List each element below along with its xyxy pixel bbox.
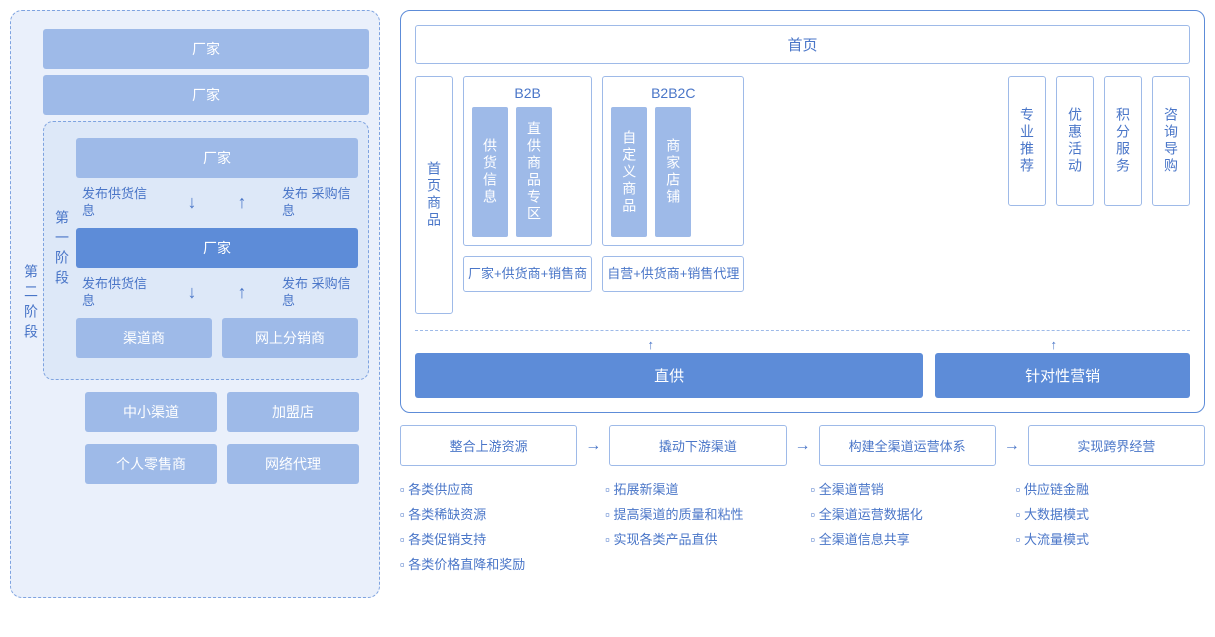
dashed-divider (415, 330, 1190, 331)
steps-section: 整合上游资源 → 撬动下游渠道 → 构建全渠道运营体系 → 实现跨界经营 各类供… (400, 425, 1205, 576)
step-box: 撬动下游渠道 (609, 425, 786, 466)
flow-row: 发布供货信息 ↓ ↑ 发布 采购信息 (76, 274, 358, 312)
home-box: 首页 (415, 25, 1190, 64)
arrow-down-icon: ↓ (182, 282, 202, 303)
list-item: 大流量模式 (1016, 526, 1205, 551)
list-item: 大数据模式 (1016, 501, 1205, 526)
b2b2c-sublabel: 自营+供货商+销售代理 (602, 256, 744, 292)
arrow-up-icon: ↑ (1051, 337, 1058, 352)
list-item: 各类稀缺资源 (400, 501, 589, 526)
factory-box: 厂家 (76, 138, 358, 178)
lists-row: 各类供应商 各类稀缺资源 各类促销支持 各类价格直降和奖励 拓展新渠道 提高渠道… (400, 476, 1205, 576)
arrow-up-icon: ↑ (648, 337, 655, 352)
phase1-label: 第一阶段 (52, 210, 72, 290)
factory-box-dark: 厂家 (76, 228, 358, 268)
b2b-sublabel: 厂家+供货商+销售商 (463, 256, 592, 292)
list-item: 全渠道营销 (811, 476, 1000, 501)
channel-box: 个人零售商 (85, 444, 217, 484)
left-panel: 第二阶段 厂家 厂家 第一阶段 厂家 发布供货信息 ↓ ↑ 发布 采购信息 厂家… (10, 10, 380, 598)
flow-label: 发布供货信息 (82, 276, 152, 310)
channel-box: 中小渠道 (85, 392, 217, 432)
step-box: 构建全渠道运营体系 (819, 425, 996, 466)
nav-tab: 专业推荐 (1008, 76, 1046, 206)
channel-box: 渠道商 (76, 318, 212, 358)
up-arrows: ↑ ↑ (415, 337, 1190, 351)
list-item: 全渠道信息共享 (811, 526, 1000, 551)
phase2-label: 第二阶段 (21, 264, 41, 344)
arrow-right-icon: → (1002, 437, 1022, 455)
flow-label: 发布 采购信息 (282, 276, 352, 310)
nav-tab: 积分服务 (1104, 76, 1142, 206)
b2b2c-col: 自定义商品 (611, 107, 647, 237)
b2b-group: B2B 供货信息 直供商品专区 (463, 76, 592, 246)
step-list: 供应链金融 大数据模式 大流量模式 (1016, 476, 1205, 576)
b2b-col: 供货信息 (472, 107, 508, 237)
channel-box: 网上分销商 (222, 318, 358, 358)
factory-box: 厂家 (43, 29, 369, 69)
factory-box: 厂家 (43, 75, 369, 115)
step-box: 实现跨界经营 (1028, 425, 1205, 466)
sitemap-panel: 首页 首页商品 B2B 供货信息 直供商品专区 厂家+供货商+销售商 (400, 10, 1205, 413)
nav-tab: 咨询导购 (1152, 76, 1190, 206)
flow-row: 发布供货信息 ↓ ↑ 发布 采购信息 (76, 184, 358, 222)
b2b2c-group: B2B2C 自定义商品 商家店铺 (602, 76, 744, 246)
right-panel: 首页 首页商品 B2B 供货信息 直供商品专区 厂家+供货商+销售商 (400, 10, 1205, 598)
phase1-container: 第一阶段 厂家 发布供货信息 ↓ ↑ 发布 采购信息 厂家 发布供货信息 ↓ ↑… (43, 121, 369, 380)
channel-box: 加盟店 (227, 392, 359, 432)
targeted-marketing-box: 针对性营销 (935, 353, 1190, 398)
channel-row: 渠道商 网上分销商 (76, 312, 358, 364)
list-item: 拓展新渠道 (605, 476, 794, 501)
arrow-down-icon: ↓ (182, 192, 202, 213)
arrow-right-icon: → (793, 437, 813, 455)
phase2-container: 第二阶段 厂家 厂家 第一阶段 厂家 发布供货信息 ↓ ↑ 发布 采购信息 厂家… (10, 10, 380, 598)
list-item: 各类价格直降和奖励 (400, 551, 589, 576)
nav-section: 首页商品 B2B 供货信息 直供商品专区 厂家+供货商+销售商 B2B2C (415, 76, 1190, 314)
arrow-right-icon: → (583, 437, 603, 455)
nav-tab: 优惠活动 (1056, 76, 1094, 206)
list-item: 全渠道运营数据化 (811, 501, 1000, 526)
arrow-up-icon: ↑ (232, 192, 252, 213)
direct-supply-box: 直供 (415, 353, 923, 398)
list-item: 供应链金融 (1016, 476, 1205, 501)
step-box: 整合上游资源 (400, 425, 577, 466)
list-item: 实现各类产品直供 (605, 526, 794, 551)
list-item: 提高渠道的质量和粘性 (605, 501, 794, 526)
diagram-root: 第二阶段 厂家 厂家 第一阶段 厂家 发布供货信息 ↓ ↑ 发布 采购信息 厂家… (10, 10, 1205, 598)
arrow-up-icon: ↑ (232, 282, 252, 303)
b2b2c-title: B2B2C (611, 85, 735, 101)
list-item: 各类供应商 (400, 476, 589, 501)
step-list: 全渠道营销 全渠道运营数据化 全渠道信息共享 (811, 476, 1000, 576)
flow-label: 发布 采购信息 (282, 186, 352, 220)
b2b2c-col: 商家店铺 (655, 107, 691, 237)
list-item: 各类促销支持 (400, 526, 589, 551)
step-list: 拓展新渠道 提高渠道的质量和粘性 实现各类产品直供 (605, 476, 794, 576)
home-goods-box: 首页商品 (415, 76, 453, 314)
steps-row: 整合上游资源 → 撬动下游渠道 → 构建全渠道运营体系 → 实现跨界经营 (400, 425, 1205, 466)
flow-label: 发布供货信息 (82, 186, 152, 220)
big-row: 直供 针对性营销 (415, 353, 1190, 398)
b2b-title: B2B (472, 85, 583, 101)
step-list: 各类供应商 各类稀缺资源 各类促销支持 各类价格直降和奖励 (400, 476, 589, 576)
b2b-col: 直供商品专区 (516, 107, 552, 237)
below-phase1: 中小渠道 加盟店 个人零售商 网络代理 (43, 380, 369, 490)
channel-box: 网络代理 (227, 444, 359, 484)
